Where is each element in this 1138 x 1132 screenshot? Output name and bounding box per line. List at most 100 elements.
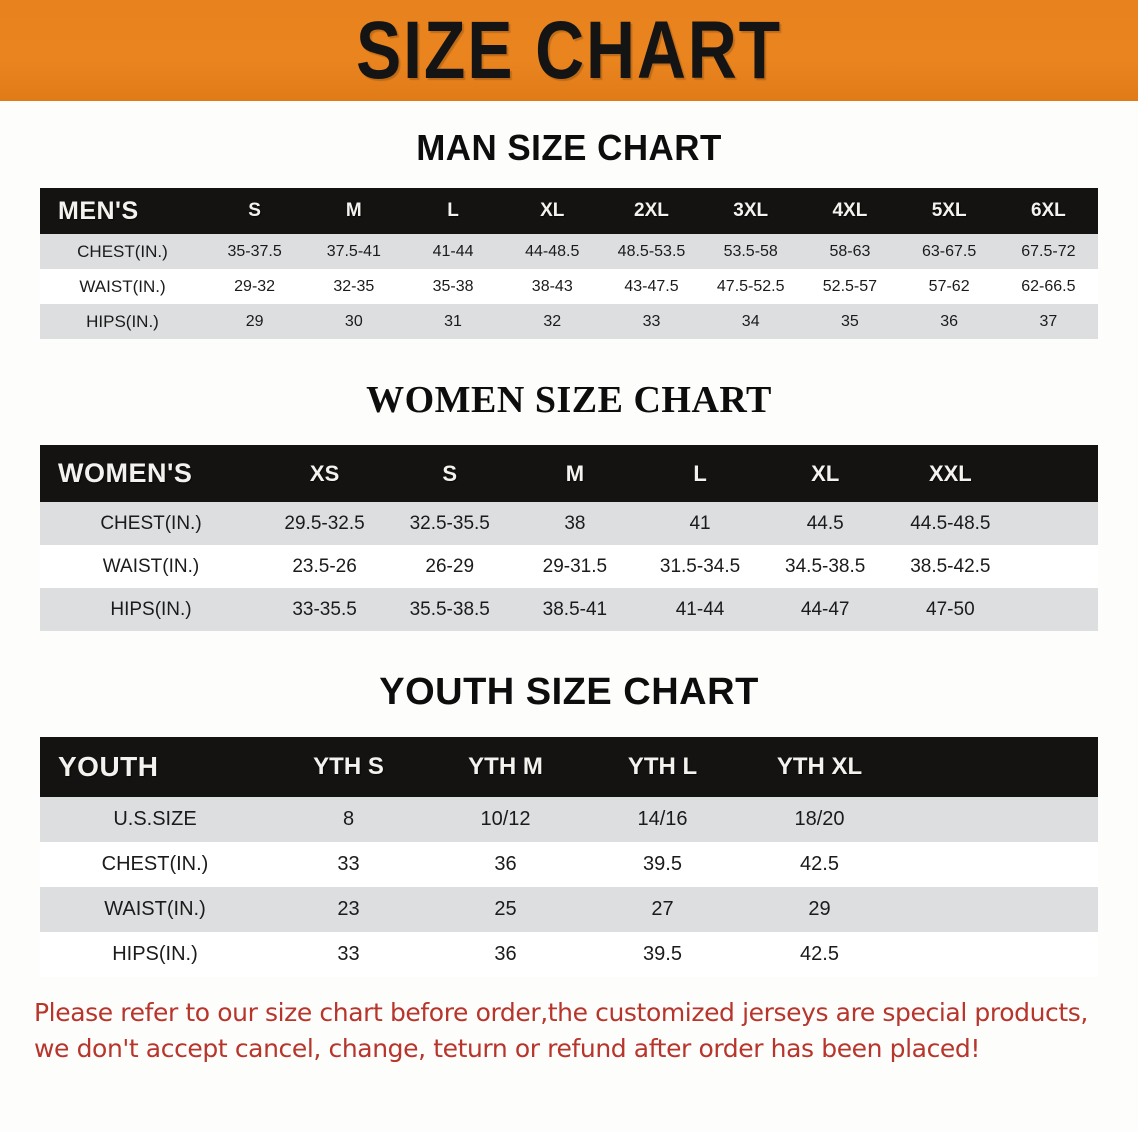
women-measurement-cell: 38 (512, 502, 638, 545)
men-measurement-cell: 31 (403, 304, 503, 339)
youth-measurement-cell: 29 (741, 887, 898, 932)
women-row-label: CHEST(IN.) (40, 502, 262, 545)
men-measurement-cell: 62-66.5 (998, 269, 1098, 304)
banner: SIZE CHART (0, 0, 1138, 101)
women-table-body: CHEST(IN.) 29.5-32.5 32.5-35.5 38 41 44.5 44.5… (40, 502, 1098, 631)
youth-measurement-cell: 33 (270, 842, 427, 887)
youth-cell-spacer (898, 887, 1098, 932)
youth-measurement-cell: 42.5 (741, 932, 898, 977)
men-row-label: CHEST(IN.) (40, 234, 205, 269)
men-table-body: CHEST(IN.) 35-37.5 37.5-41 41-44 44-48.5 48.5… (40, 234, 1098, 339)
men-header-row: MEN'S S M L XL 2XL 3XL 4XL 5XL 6XL (40, 188, 1098, 234)
disclaimer-line-2: we don't accept cancel, change, teturn o… (34, 1033, 980, 1063)
women-row-label: WAIST(IN.) (40, 545, 262, 588)
youth-column-header: YTH L (584, 737, 741, 797)
youth-row-label: U.S.SIZE (40, 797, 270, 842)
youth-column-header: YTH S (270, 737, 427, 797)
youth-measurement-cell: 8 (270, 797, 427, 842)
men-measurement-cell: 34 (701, 304, 801, 339)
youth-row-label: CHEST(IN.) (40, 842, 270, 887)
men-column-header: M (304, 188, 404, 234)
women-column-header: M (512, 445, 638, 502)
men-measurement-cell: 35 (800, 304, 900, 339)
youth-measurement-cell: 39.5 (584, 842, 741, 887)
men-column-header: S (205, 188, 305, 234)
men-measurement-cell: 53.5-58 (701, 234, 801, 269)
youth-measurement-cell: 18/20 (741, 797, 898, 842)
table-row: HIPS(IN.) 33 36 39.5 42.5 (40, 932, 1098, 977)
table-row: HIPS(IN.) 33-35.5 35.5-38.5 38.5-41 41-44 44-… (40, 588, 1098, 631)
women-measurement-cell: 41 (637, 502, 763, 545)
man-chart-wrap: MEN'S S M L XL 2XL 3XL 4XL 5XL 6XL CHEST(IN.) 35-… (0, 188, 1138, 339)
men-measurement-cell: 52.5-57 (800, 269, 900, 304)
men-column-header: 4XL (800, 188, 900, 234)
table-row: CHEST(IN.) 35-37.5 37.5-41 41-44 44-48.5 48.5… (40, 234, 1098, 269)
men-column-header: 2XL (601, 188, 702, 234)
youth-measurement-cell: 33 (270, 932, 427, 977)
men-corner-label: MEN'S (40, 188, 205, 234)
youth-cell-spacer (898, 932, 1098, 977)
women-measurement-cell: 41-44 (637, 588, 763, 631)
disclaimer-line-1: Please refer to our size chart before or… (34, 998, 1088, 1027)
women-measurement-cell: 44-47 (762, 588, 888, 631)
men-measurement-cell: 43-47.5 (601, 269, 702, 304)
men-measurement-cell: 30 (304, 304, 404, 339)
men-column-header: L (403, 188, 503, 234)
women-row-label: HIPS(IN.) (40, 588, 262, 631)
table-row: U.S.SIZE 8 10/12 14/16 18/20 (40, 797, 1098, 842)
youth-chart-wrap: YOUTH YTH S YTH M YTH L YTH XL U.S.SIZE 8 10/… (0, 737, 1138, 977)
women-cell-spacer (1012, 502, 1098, 545)
table-row: HIPS(IN.) 29 30 31 32 33 34 35 36 37 (40, 304, 1098, 339)
table-row: CHEST(IN.) 33 36 39.5 42.5 (40, 842, 1098, 887)
table-row: CHEST(IN.) 29.5-32.5 32.5-35.5 38 41 44.5 44.5… (40, 502, 1098, 545)
women-size-table: WOMEN'S XS S M L XL XXL CHEST(IN.) 29.5-32.5 32… (40, 445, 1098, 631)
women-table-head: WOMEN'S XS S M L XL XXL (40, 445, 1098, 502)
youth-measurement-cell: 36 (427, 842, 584, 887)
women-measurement-cell: 34.5-38.5 (762, 545, 888, 588)
women-measurement-cell: 35.5-38.5 (387, 588, 513, 631)
men-measurement-cell: 44-48.5 (502, 234, 602, 269)
youth-measurement-cell: 10/12 (427, 797, 584, 842)
youth-cell-spacer (898, 842, 1098, 887)
women-measurement-cell: 33-35.5 (262, 588, 388, 631)
men-measurement-cell: 48.5-53.5 (601, 234, 702, 269)
women-measurement-cell: 29.5-32.5 (262, 502, 388, 545)
men-measurement-cell: 57-62 (899, 269, 999, 304)
section-heading-women: WOMEN SIZE CHART (366, 379, 772, 421)
men-measurement-cell: 35-37.5 (205, 234, 305, 269)
women-column-header: L (637, 445, 763, 502)
youth-measurement-cell: 23 (270, 887, 427, 932)
youth-column-header: YTH M (427, 737, 584, 797)
section-heading-man: MAN SIZE CHART (416, 127, 722, 168)
table-row: WAIST(IN.) 23 25 27 29 (40, 887, 1098, 932)
men-measurement-cell: 67.5-72 (998, 234, 1098, 269)
women-measurement-cell: 38.5-41 (512, 588, 638, 631)
youth-measurement-cell: 25 (427, 887, 584, 932)
youth-measurement-cell: 39.5 (584, 932, 741, 977)
men-measurement-cell: 32 (502, 304, 602, 339)
youth-row-label: HIPS(IN.) (40, 932, 270, 977)
men-measurement-cell: 37 (998, 304, 1098, 339)
youth-table-head: YOUTH YTH S YTH M YTH L YTH XL (40, 737, 1098, 797)
men-measurement-cell: 63-67.5 (899, 234, 999, 269)
men-row-label: WAIST(IN.) (40, 269, 205, 304)
men-column-header: 6XL (998, 188, 1098, 234)
women-measurement-cell: 29-31.5 (512, 545, 638, 588)
banner-title: SIZE CHART (356, 5, 782, 96)
men-measurement-cell: 41-44 (403, 234, 503, 269)
youth-measurement-cell: 42.5 (741, 842, 898, 887)
youth-measurement-cell: 27 (584, 887, 741, 932)
youth-size-table: YOUTH YTH S YTH M YTH L YTH XL U.S.SIZE 8 10/… (40, 737, 1098, 977)
men-measurement-cell: 47.5-52.5 (701, 269, 801, 304)
men-measurement-cell: 29-32 (205, 269, 305, 304)
women-chart-wrap: WOMEN'S XS S M L XL XXL CHEST(IN.) 29.5-32.5 32… (0, 445, 1138, 631)
men-measurement-cell: 38-43 (502, 269, 602, 304)
women-column-header: XL (762, 445, 888, 502)
women-measurement-cell: 44.5-48.5 (887, 502, 1013, 545)
disclaimer: Please refer to our size chart before or… (34, 995, 1104, 1066)
youth-row-label: WAIST(IN.) (40, 887, 270, 932)
women-measurement-cell: 44.5 (762, 502, 888, 545)
women-measurement-cell: 38.5-42.5 (887, 545, 1013, 588)
women-measurement-cell: 47-50 (887, 588, 1013, 631)
